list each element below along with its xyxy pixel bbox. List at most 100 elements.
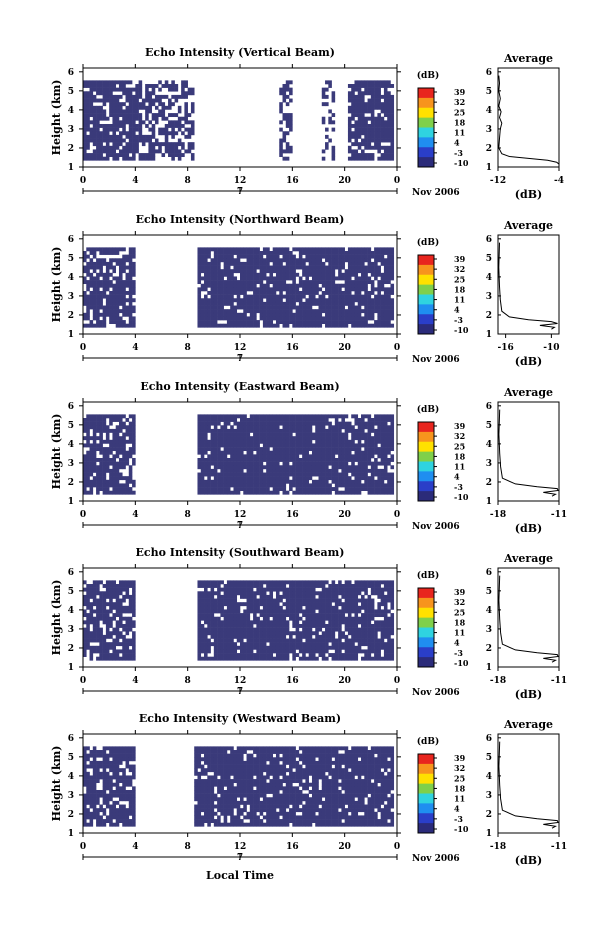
heatmap-cell: [361, 450, 365, 455]
heatmap-cell: [89, 138, 94, 143]
heatmap-cell: [383, 80, 388, 85]
heatmap-cell: [328, 312, 332, 317]
heatmap-cell: [334, 465, 339, 470]
heatmap-cell: [151, 145, 156, 150]
heatmap-cell: [377, 432, 381, 437]
heatmap-cell: [132, 269, 136, 274]
heatmap-cell: [115, 653, 120, 657]
heatmap-cell: [308, 421, 313, 426]
heatmap-cell: [321, 316, 326, 321]
heatmap-cell: [387, 98, 391, 103]
heatmap-cell: [269, 620, 274, 625]
heatmap-cell: [128, 254, 133, 259]
heatmap-cell: [197, 298, 202, 303]
heatmap-cell: [223, 623, 228, 628]
heatmap-cell: [204, 287, 208, 292]
heatmap-cell: [374, 87, 378, 92]
heatmap-cell: [99, 272, 103, 277]
heatmap-cell: [213, 269, 218, 274]
heatmap-cell: [226, 642, 231, 647]
heatmap-cell: [220, 283, 224, 288]
heatmap-cell: [233, 613, 238, 618]
heatmap-cell: [367, 483, 372, 488]
heatmap-cell: [315, 312, 319, 317]
heatmap-cell: [213, 461, 218, 466]
heatmap-cell: [354, 472, 359, 477]
heatmap-cell: [122, 305, 126, 310]
heatmap-cell: [298, 476, 303, 481]
heatmap-cell: [289, 145, 293, 150]
heatmap-cell: [259, 305, 264, 310]
heatmap-cell: [240, 656, 244, 661]
heatmap-cell: [122, 301, 126, 306]
heatmap-cell: [275, 605, 280, 610]
heatmap-cell: [118, 276, 123, 281]
heatmap-cell: [177, 142, 182, 147]
heatmap-cell: [289, 616, 293, 621]
heatmap-cell: [387, 153, 391, 157]
heatmap-cell: [200, 287, 205, 292]
heatmap-cell: [86, 127, 90, 132]
heatmap-cell: [217, 272, 221, 277]
heatmap-cell: [92, 280, 97, 285]
heatmap-cell: [269, 454, 274, 459]
heatmap-cell: [279, 294, 283, 299]
heatmap-cell: [331, 254, 336, 259]
heatmap-cell: [305, 309, 309, 314]
profile-x-tick-label: -12: [490, 176, 506, 186]
heatmap-cell: [112, 102, 117, 107]
heatmap-cell: [279, 276, 283, 281]
heatmap-cell: [92, 290, 97, 295]
heatmap-cell: [200, 472, 205, 477]
heatmap-cell: [128, 421, 133, 426]
heatmap-cell: [262, 627, 267, 632]
heatmap-cell: [328, 301, 332, 306]
heatmap-cell: [357, 476, 362, 481]
heatmap-cell: [390, 428, 395, 433]
heatmap-cell: [122, 609, 126, 614]
heatmap-cell: [256, 432, 260, 437]
heatmap-cell: [125, 323, 130, 328]
heatmap-cell: [282, 479, 287, 484]
heatmap-cell: [377, 490, 381, 495]
heatmap-cell: [236, 425, 241, 430]
heatmap-cell: [338, 265, 342, 270]
heatmap-cell: [99, 109, 103, 114]
heatmap-cell: [331, 465, 336, 470]
heatmap-cell: [204, 265, 208, 270]
heatmap-cell: [289, 598, 293, 603]
heatmap-cell: [246, 258, 251, 263]
heatmap-cell: [207, 472, 211, 477]
heatmap-cell: [118, 301, 123, 306]
heatmap-cell: [96, 609, 100, 614]
heatmap-cell: [275, 305, 280, 310]
heatmap-cell: [334, 320, 339, 324]
heatmap-cell: [207, 320, 211, 324]
heatmap-cell: [204, 634, 208, 639]
heatmap-cell: [236, 294, 241, 299]
heatmap-cell: [357, 254, 362, 259]
heatmap-cell: [86, 465, 90, 470]
heatmap-cell: [125, 638, 130, 643]
heatmap-cell: [132, 584, 136, 588]
heatmap-cell: [298, 294, 303, 299]
heatmap-cell: [253, 613, 257, 618]
heatmap-cell: [89, 649, 94, 654]
heatmap-cell: [118, 587, 123, 592]
heatmap-cell: [122, 450, 126, 455]
heatmap-cell: [115, 439, 120, 444]
heatmap-cell: [89, 113, 94, 118]
heatmap-cell: [367, 153, 372, 157]
heatmap-cell: [315, 276, 319, 281]
heatmap-cell: [387, 425, 391, 430]
heatmap-cell: [128, 298, 133, 303]
heatmap-cell: [341, 294, 345, 299]
heatmap-cell: [328, 276, 332, 281]
heatmap-cell: [109, 623, 113, 628]
heatmap-cell: [334, 265, 339, 270]
heatmap-cell: [151, 84, 156, 88]
heatmap-cell: [243, 287, 247, 292]
heatmap-cell: [128, 134, 133, 139]
heatmap-cell: [217, 251, 221, 255]
heatmap-cell: [230, 447, 234, 452]
